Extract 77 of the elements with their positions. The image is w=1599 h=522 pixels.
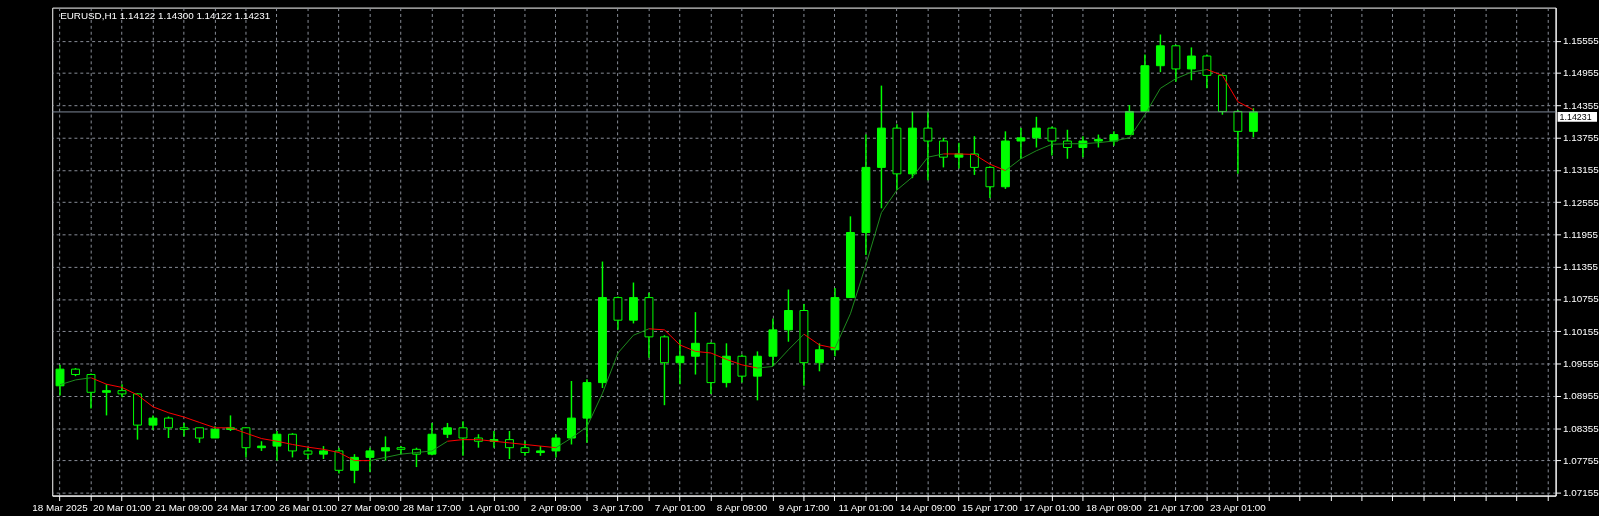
x-tick-label: 14 Apr 09:00 (900, 501, 957, 513)
candlestick (1155, 33, 1165, 73)
candlestick (567, 380, 576, 446)
candlestick (272, 430, 282, 462)
candlestick (179, 422, 189, 438)
candlestick (737, 353, 747, 384)
x-tick-label: 28 Mar 17:00 (402, 501, 462, 513)
candlestick (783, 288, 793, 343)
candlestick (923, 110, 933, 182)
candlestick (334, 446, 344, 475)
x-tick-label: 18 Mar 2025 (32, 501, 89, 513)
y-tick-label: 1.15555 (1563, 35, 1599, 47)
y-tick-label: 1.14355 (1563, 99, 1599, 111)
candlestick (1078, 135, 1088, 158)
candlestick (164, 415, 173, 439)
x-tick-label: 18 Apr 09:00 (1086, 501, 1143, 513)
x-tick-label: 21 Mar 09:00 (154, 501, 214, 513)
x-tick-label: 7 Apr 01:00 (654, 501, 706, 513)
x-tick-label: 21 Apr 17:00 (1147, 501, 1205, 513)
x-tick-label: 27 Mar 09:00 (340, 501, 400, 513)
x-tick-label: 2 Apr 09:00 (530, 501, 582, 513)
x-tick-label: 3 Apr 17:00 (592, 501, 644, 513)
y-tick-label: 1.09555 (1563, 357, 1599, 369)
candlestick (1233, 109, 1243, 175)
ref-line-label: 1.14231 (1559, 111, 1592, 122)
y-tick-label: 1.08955 (1563, 390, 1599, 402)
x-tick-label: 11 Apr 01:00 (838, 501, 894, 513)
candlestick (1248, 107, 1258, 138)
candlestick (629, 281, 638, 325)
candlestick (365, 446, 375, 473)
x-tick-label: 8 Apr 09:00 (716, 501, 768, 513)
y-tick-label: 1.08355 (1563, 422, 1599, 434)
candlestick (1202, 53, 1212, 90)
candlestick (1062, 128, 1072, 160)
y-tick-label: 1.11955 (1563, 228, 1599, 240)
candlestick (1047, 125, 1057, 157)
candlestick (350, 453, 359, 484)
candlestick (288, 432, 297, 459)
candlestick (1171, 43, 1181, 83)
candlestick (814, 342, 824, 373)
y-tick-label: 1.07755 (1563, 454, 1599, 466)
y-tick-label: 1.10155 (1563, 325, 1599, 337)
x-tick-label: 9 Apr 17:00 (778, 501, 830, 513)
x-tick-label: 26 Mar 01:00 (278, 501, 338, 513)
candlestick (427, 422, 437, 456)
y-tick-label: 1.07155 (1563, 487, 1599, 499)
candlestick (969, 135, 979, 176)
x-tick-label: 15 Apr 17:00 (962, 501, 1019, 513)
candlestick (102, 383, 111, 417)
candlestick (86, 372, 96, 410)
y-tick-label: 1.11355 (1563, 261, 1599, 273)
x-tick-label: 20 Mar 01:00 (92, 501, 152, 513)
y-tick-label: 1.13755 (1563, 131, 1599, 143)
x-tick-label: 1 Apr 01:00 (468, 501, 520, 513)
candlestick (55, 364, 65, 397)
y-tick-label: 1.12555 (1563, 196, 1599, 208)
candlestick (1124, 104, 1134, 136)
candlestick (1186, 46, 1196, 81)
y-tick-label: 1.14955 (1563, 67, 1599, 79)
candlestick (938, 137, 948, 169)
candlestick (381, 435, 390, 462)
candlestick (1031, 116, 1041, 149)
candlestick (985, 165, 995, 199)
x-tick-label: 24 Mar 17:00 (216, 501, 276, 513)
y-tick-label: 1.10755 (1563, 293, 1599, 305)
candlestick (241, 426, 251, 459)
candlestick (458, 420, 468, 457)
candlestick (691, 311, 700, 376)
candlestick (551, 433, 561, 459)
candlestick (675, 339, 685, 385)
candlestick (613, 295, 623, 331)
candlestick (753, 350, 762, 402)
candlestick (1016, 127, 1026, 160)
x-tick-label: 23 Apr 01:00 (1209, 501, 1267, 513)
y-tick-label: 1.13155 (1563, 164, 1599, 176)
x-tick-label: 17 Apr 01:00 (1024, 501, 1081, 513)
chart-title: EURUSD,H1 1.14122 1.14300 1.14122 1.14231 (60, 10, 271, 22)
